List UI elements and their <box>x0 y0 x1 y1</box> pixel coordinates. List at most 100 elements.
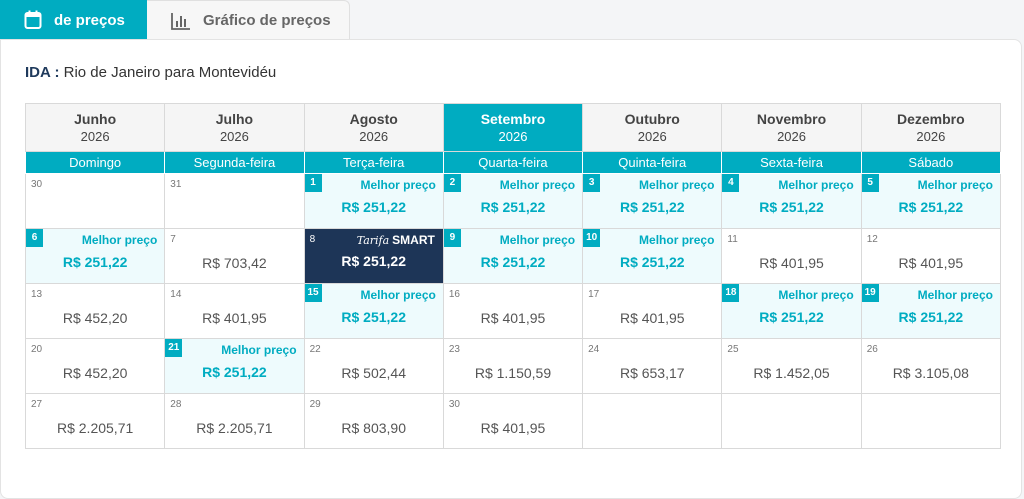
day-number: 30 <box>31 179 43 190</box>
day-number: 24 <box>588 344 600 355</box>
tab-price-chart-label: Gráfico de preços <box>203 12 331 29</box>
day-price: R$ 251,22 <box>619 199 685 215</box>
price-calendar: Junho 2026 Julho 2026 Agosto 2026 Setembro 2026… <box>24 103 1002 449</box>
month-option-julho[interactable]: Julho 2026 <box>164 103 305 152</box>
calendar-panel: IDA : Rio de Janeiro para Montevidéu Jun… <box>0 39 1022 499</box>
month-year: 2026 <box>498 129 528 144</box>
tab-bar: de preços Gráfico de preços <box>0 0 350 40</box>
smart-fare-script: Tarifa <box>356 234 390 247</box>
calendar-day-cell[interactable]: 12 R$ 401,95 <box>860 228 1002 284</box>
calendar-day-cell[interactable]: 26 R$ 3.105,08 <box>860 338 1002 394</box>
day-price: R$ 401,95 <box>759 255 824 271</box>
month-option-novembro[interactable]: Novembro 2026 <box>721 103 862 152</box>
day-price: R$ 251,22 <box>759 199 824 215</box>
day-price: R$ 251,22 <box>341 253 406 269</box>
month-year: 2026 <box>80 129 110 144</box>
month-name: Julho <box>215 111 254 127</box>
day-price: R$ 2.205,71 <box>196 420 273 436</box>
calendar-week-row: 27 R$ 2.205,71 28 R$ 2.205,71 29 R$ 803,90 30 R… <box>24 393 1002 449</box>
calendar-day-cell[interactable]: 7 R$ 703,42 <box>164 228 305 284</box>
calendar-day-cell[interactable]: 24 R$ 653,17 <box>582 338 723 394</box>
calendar-day-cell[interactable]: 4 Melhor preço R$ 251,22 <box>721 173 862 229</box>
day-number: 19 <box>861 284 879 302</box>
tab-price-calendar-label: de preços <box>54 11 125 29</box>
day-number: 5 <box>861 174 879 192</box>
tab-price-chart[interactable]: Gráfico de preços <box>147 0 350 40</box>
month-name: Novembro <box>756 111 827 127</box>
weekday-header: Domingo <box>24 151 166 174</box>
day-price: R$ 452,20 <box>62 310 128 326</box>
calendar-day-cell[interactable]: 9 Melhor preço R$ 251,22 <box>442 228 584 284</box>
calendar-day-cell[interactable]: 29 R$ 803,90 <box>303 393 444 449</box>
calendar-day-cell[interactable]: 21 Melhor preço R$ 251,22 <box>164 338 305 394</box>
day-number: 15 <box>304 284 322 302</box>
day-price: R$ 251,22 <box>62 254 128 270</box>
month-year: 2026 <box>637 129 667 144</box>
best-price-label: Melhor preço <box>778 288 854 302</box>
calendar-day-cell[interactable]: 3 Melhor preço R$ 251,22 <box>582 173 723 229</box>
day-number: 16 <box>448 289 460 300</box>
day-price: R$ 251,22 <box>898 309 964 325</box>
calendar-day-cell[interactable]: 28 R$ 2.205,71 <box>164 393 305 449</box>
day-price: R$ 401,95 <box>480 420 546 436</box>
calendar-day-cell[interactable]: 13 R$ 452,20 <box>24 283 166 339</box>
day-number: 26 <box>866 344 878 355</box>
month-option-agosto[interactable]: Agosto 2026 <box>303 103 444 152</box>
calendar-day-cell[interactable]: 16 R$ 401,95 <box>442 283 584 339</box>
best-price-label: Melhor preço <box>360 178 436 192</box>
calendar-day-cell[interactable]: 25 R$ 1.452,05 <box>721 338 862 394</box>
month-option-setembro[interactable]: Setembro 2026 <box>442 103 584 152</box>
day-number: 17 <box>588 289 600 300</box>
calendar-day-cell[interactable]: 18 Melhor preço R$ 251,22 <box>721 283 862 339</box>
day-price: R$ 1.452,05 <box>753 365 830 381</box>
month-option-junho[interactable]: Junho 2026 <box>24 103 166 152</box>
calendar-day-cell[interactable]: 1 Melhor preço R$ 251,22 <box>303 173 444 229</box>
day-number: 10 <box>583 229 601 247</box>
day-price: R$ 703,42 <box>202 255 267 271</box>
calendar-day-cell[interactable]: 5 Melhor preço R$ 251,22 <box>860 173 1002 229</box>
day-number: 30 <box>448 399 460 410</box>
day-number: 2 <box>443 174 461 192</box>
best-price-label: Melhor preço <box>360 288 436 302</box>
calendar-day-cell[interactable]: 15 Melhor preço R$ 251,22 <box>303 283 444 339</box>
day-price: R$ 401,95 <box>480 310 546 326</box>
tab-price-calendar[interactable]: de preços <box>0 0 147 40</box>
calendar-day-cell[interactable]: 2 Melhor preço R$ 251,22 <box>442 173 584 229</box>
day-number: 18 <box>722 284 740 302</box>
best-price-label: Melhor preço <box>917 178 993 192</box>
month-name: Junho <box>74 111 117 127</box>
day-price: R$ 251,22 <box>898 199 964 215</box>
best-price-label: Melhor preço <box>639 178 715 192</box>
calendar-day-cell[interactable]: 20 R$ 452,20 <box>24 338 166 394</box>
best-price-label: Melhor preço <box>917 288 993 302</box>
day-number: 1 <box>304 174 322 192</box>
calendar-day-cell[interactable]: 17 R$ 401,95 <box>582 283 723 339</box>
day-number: 7 <box>170 234 176 245</box>
calendar-day-cell[interactable]: 27 R$ 2.205,71 <box>24 393 166 449</box>
day-number: 4 <box>722 174 740 192</box>
month-option-outubro[interactable]: Outubro 2026 <box>582 103 723 152</box>
day-price: R$ 803,90 <box>341 420 406 436</box>
day-price: R$ 251,22 <box>759 309 824 325</box>
calendar-day-cell[interactable]: 19 Melhor preço R$ 251,22 <box>860 283 1002 339</box>
calendar-day-cell[interactable]: 8 Tarifa SMART R$ 251,22 <box>303 228 444 284</box>
calendar-day-cell[interactable]: 14 R$ 401,95 <box>164 283 305 339</box>
day-number: 14 <box>170 289 182 300</box>
calendar-day-cell[interactable]: 30 R$ 401,95 <box>442 393 584 449</box>
calendar-week-row: 13 R$ 452,20 14 R$ 401,95 15 Melhor preço R$ 2… <box>24 283 1002 339</box>
calendar-day-cell <box>721 393 862 449</box>
month-option-dezembro[interactable]: Dezembro 2026 <box>860 103 1002 152</box>
month-year: 2026 <box>916 129 946 144</box>
calendar-day-cell[interactable]: 23 R$ 1.150,59 <box>442 338 584 394</box>
day-number: 29 <box>309 399 321 410</box>
day-price: R$ 502,44 <box>341 365 406 381</box>
calendar-day-cell[interactable]: 11 R$ 401,95 <box>721 228 862 284</box>
calendar-day-cell[interactable]: 22 R$ 502,44 <box>303 338 444 394</box>
day-price: R$ 452,20 <box>62 365 128 381</box>
month-name: Outubro <box>624 111 680 127</box>
day-price: R$ 653,17 <box>619 365 685 381</box>
calendar-day-cell[interactable]: 10 Melhor preço R$ 251,22 <box>582 228 723 284</box>
calendar-day-cell[interactable]: 6 Melhor preço R$ 251,22 <box>24 228 166 284</box>
route-prefix: IDA : <box>25 64 60 81</box>
best-price-label: Melhor preço <box>221 343 297 357</box>
